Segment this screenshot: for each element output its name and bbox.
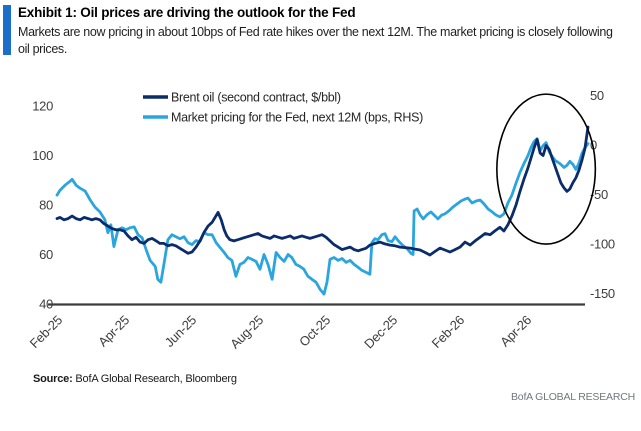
source-label: Source: [33, 373, 73, 385]
x-axis-tick-label: Apr-25 [95, 312, 132, 349]
right-axis-tick-label: -150 [590, 286, 615, 301]
left-axis-tick-label: 120 [32, 99, 53, 114]
x-axis-tick-label: Aug-25 [227, 312, 266, 351]
right-axis-tick-label: -100 [590, 237, 615, 252]
exhibit-subtitle: Markets are now pricing in about 10bps o… [18, 25, 613, 56]
left-axis-tick-label: 60 [39, 247, 53, 262]
highlight-ellipse [496, 93, 597, 245]
x-axis-tick-label: Feb-26 [429, 312, 468, 351]
brand-line: BofA GLOBAL RESEARCH [511, 391, 635, 403]
right-axis-tick-label: 50 [590, 88, 604, 103]
accent-bar [3, 5, 11, 55]
source-text: BofA Global Research, Bloomberg [72, 373, 237, 385]
right-axis-tick-label: -50 [590, 187, 608, 202]
x-axis-tick-label: Dec-25 [361, 312, 400, 351]
legend-label-brent-oil: Brent oil (second contract, $/bbl) [171, 91, 341, 105]
source-line: Source: BofA Global Research, Bloomberg [33, 373, 237, 385]
x-axis-tick-label: Apr-26 [497, 312, 534, 349]
exhibit-header: Exhibit 1: Oil prices are driving the ou… [0, 0, 641, 85]
series-line-fed-pricing [55, 137, 590, 296]
x-axis-tick-label: Oct-25 [296, 312, 333, 349]
left-axis-tick-label: 100 [32, 148, 53, 163]
x-axis-tick-label: Feb-25 [27, 312, 66, 351]
series-line-brent-oil [55, 125, 590, 257]
exhibit-title: Exhibit 1: Oil prices are driving the ou… [18, 5, 356, 20]
legend-label-fed-pricing: Market pricing for the Fed, next 12M (bp… [171, 111, 423, 125]
left-axis-tick-label: 40 [39, 297, 53, 312]
left-axis-tick-label: 80 [39, 198, 53, 213]
x-axis-tick-label: Jun-25 [162, 312, 199, 349]
